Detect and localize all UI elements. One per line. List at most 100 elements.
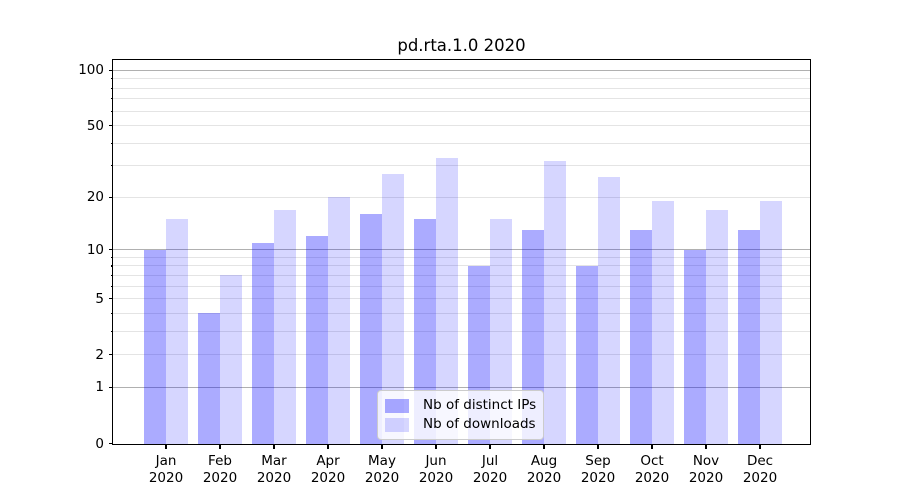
legend-label: Nb of distinct IPs [423,397,537,413]
y-minor-tick-mark [110,265,113,267]
x-tick-label: Sep 2020 [580,453,616,486]
y-tick-label: 100 [78,62,104,79]
x-tick-mark [219,444,221,450]
legend-label: Nb of downloads [423,416,536,432]
y-minor-tick-mark [110,78,113,80]
x-tick-label: Apr 2020 [310,453,346,486]
bar-mar-downloads [274,209,296,444]
bar-oct-ips [630,230,652,444]
minor-gridline [113,165,810,167]
bar-dec-ips [738,230,760,444]
minor-gridline [113,265,810,267]
minor-gridline [113,142,810,144]
minor-gridline [113,312,810,314]
y-minor-tick-mark [110,256,113,258]
y-tick-label: 0 [95,435,104,452]
x-tick-label: Oct 2020 [634,453,670,486]
plot-area: Nb of distinct IPs Nb of downloads [112,58,811,445]
minor-gridline [113,354,810,356]
x-tick-mark [381,444,383,450]
x-tick-label: Dec 2020 [742,453,778,486]
y-tick-mark [108,386,113,389]
bar-aug-downloads [544,160,566,444]
legend: Nb of distinct IPs Nb of downloads [377,390,544,440]
y-minor-tick-mark [110,110,113,112]
y-tick-mark [108,248,113,251]
x-tick-mark [759,444,761,450]
x-tick-mark [435,444,437,450]
bar-may-ips [360,214,382,444]
bar-feb-ips [198,313,220,444]
x-tick-mark [327,444,329,450]
bar-sep-downloads [598,177,620,444]
y-minor-tick-mark [110,274,113,277]
y-minor-tick-mark [110,285,113,287]
y-tick-mark [108,124,113,127]
bar-jun-ips [414,219,436,444]
legend-swatch [385,417,409,432]
y-tick-mark [108,69,113,71]
x-tick-label: Nov 2020 [688,453,724,486]
bar-mar-ips [252,242,274,444]
legend-item: Nb of distinct IPs [385,396,537,415]
y-minor-tick-mark [110,98,113,100]
y-tick-mark [108,354,113,356]
y-minor-tick-mark [110,165,113,167]
minor-gridline [113,110,810,112]
x-tick-mark [651,444,653,450]
y-tick-mark [108,442,113,445]
chart-title: pd.rta.1.0 2020 [397,36,526,55]
minor-gridline [113,274,810,276]
x-tick-label: May 2020 [364,453,400,486]
y-tick-mark [108,298,113,300]
x-tick-mark [597,444,599,450]
minor-gridline [113,87,810,89]
bar-sep-ips [576,265,598,444]
x-tick-mark [273,444,275,450]
y-minor-tick-mark [110,330,113,333]
legend-item: Nb of downloads [385,415,537,434]
x-tick-label: Jul 2020 [472,453,508,486]
major-gridline [113,249,810,251]
y-tick-mark [108,196,113,198]
y-tick-label: 20 [86,189,104,206]
y-minor-tick-mark [110,142,113,144]
bar-nov-ips [684,249,706,444]
bar-oct-downloads [652,201,674,444]
y-minor-tick-mark [110,87,113,89]
y-tick-label: 1 [95,379,104,396]
bar-jan-ips [144,249,166,444]
minor-gridline [113,125,810,127]
x-tick-label: Jan 2020 [148,453,184,486]
minor-gridline [113,98,810,100]
bar-apr-downloads [328,197,350,444]
x-tick-mark [705,444,707,450]
bar-may-downloads [382,174,404,444]
y-tick-label: 2 [95,346,104,363]
bar-jul-downloads [490,219,512,444]
minor-gridline [113,256,810,258]
x-tick-label: Aug 2020 [526,453,562,486]
x-tick-mark [489,444,491,450]
x-tick-mark [165,444,167,450]
x-tick-label: Feb 2020 [202,453,238,486]
x-tick-mark [543,444,545,450]
bar-feb-downloads [220,275,242,444]
major-gridline [113,69,810,71]
bar-jun-downloads [436,158,458,444]
bar-dec-downloads [760,201,782,444]
y-minor-tick-mark [110,312,113,315]
y-tick-label: 50 [86,117,104,134]
legend-swatch [385,398,409,413]
x-tick-label: Mar 2020 [256,453,292,486]
y-tick-label: 10 [86,241,104,258]
minor-gridline [113,78,810,80]
minor-gridline [113,330,810,332]
minor-gridline [113,285,810,287]
bar-jan-downloads [166,219,188,444]
x-tick-label: Jun 2020 [418,453,454,486]
bar-nov-downloads [706,209,728,444]
bar-apr-ips [306,236,328,444]
y-tick-label: 5 [95,290,104,307]
